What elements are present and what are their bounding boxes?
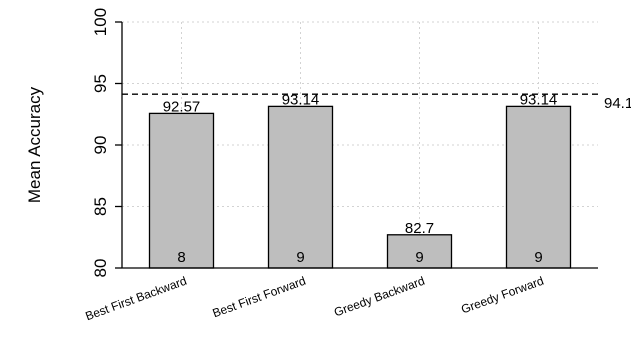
bar bbox=[386, 234, 453, 269]
x-tick-labels: Best First Backward Best First Forward Gre… bbox=[83, 274, 545, 324]
bars bbox=[148, 105, 572, 269]
bar bbox=[148, 112, 215, 269]
x-tick-label: Greedy Forward bbox=[459, 274, 545, 317]
bar bbox=[505, 105, 572, 269]
y-axis-label: Mean Accuracy bbox=[25, 86, 44, 203]
bar-value-label: 92.57 bbox=[163, 98, 201, 115]
bar-count-label: 9 bbox=[415, 249, 423, 266]
y-tick-label: 80 bbox=[91, 259, 110, 278]
y-tick-label: 90 bbox=[91, 136, 110, 155]
bar-count-label: 8 bbox=[177, 249, 185, 266]
y-ticks: 80 85 90 95 100 bbox=[91, 8, 122, 278]
bar-value-label: 82.7 bbox=[405, 220, 434, 237]
bar bbox=[267, 105, 334, 269]
reference-line-label: 94.13 bbox=[604, 95, 631, 112]
x-tick-label: Best First Forward bbox=[211, 274, 308, 321]
x-tick-label: Best First Backward bbox=[83, 274, 188, 324]
y-tick-label: 95 bbox=[91, 74, 110, 93]
data-labels: 92.57 8 93.14 9 82.7 9 93.14 9 bbox=[163, 91, 558, 266]
bar-count-label: 9 bbox=[296, 249, 304, 266]
bar-count-label: 9 bbox=[534, 249, 542, 266]
y-tick-label: 100 bbox=[91, 8, 110, 36]
x-tick-label: Greedy Backward bbox=[332, 274, 426, 320]
reference-line-group: 94.13 bbox=[122, 93, 631, 112]
bar-value-label: 93.14 bbox=[520, 91, 558, 108]
bar-value-label: 93.14 bbox=[282, 91, 320, 108]
y-tick-label: 85 bbox=[91, 197, 110, 216]
